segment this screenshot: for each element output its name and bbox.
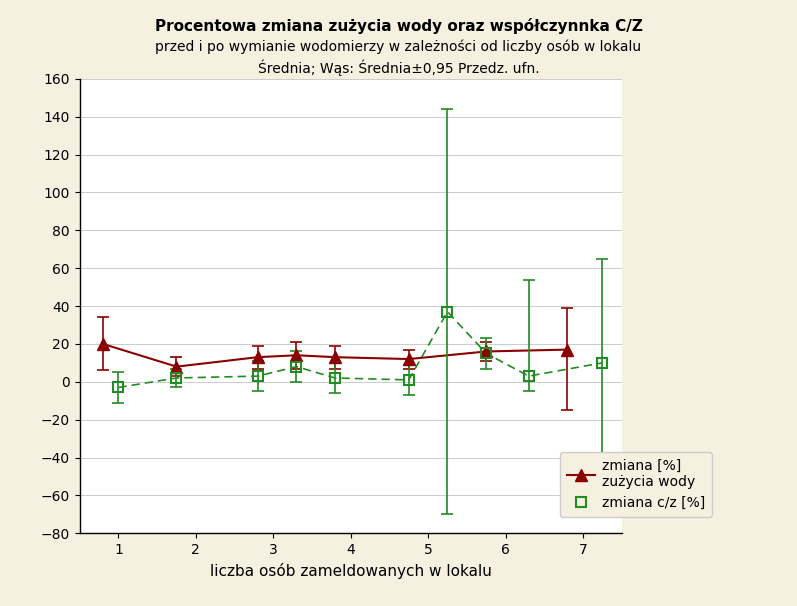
Text: Procentowa zmiana zużycia wody oraz współczynnka C/Z: Procentowa zmiana zużycia wody oraz wspó… — [155, 18, 642, 34]
Text: przed i po wymianie wodomierzy w zależności od liczby osób w lokalu: przed i po wymianie wodomierzy w zależno… — [155, 39, 642, 54]
Legend: zmiana [%]
zużycia wody, zmiana c/z [%]: zmiana [%] zużycia wody, zmiana c/z [%] — [560, 452, 713, 518]
X-axis label: liczba osób zameldowanych w lokalu: liczba osób zameldowanych w lokalu — [210, 562, 492, 579]
Text: Średnia; Wąs: Średnia±0,95 Przedz. ufn.: Średnia; Wąs: Średnia±0,95 Przedz. ufn. — [257, 59, 540, 76]
